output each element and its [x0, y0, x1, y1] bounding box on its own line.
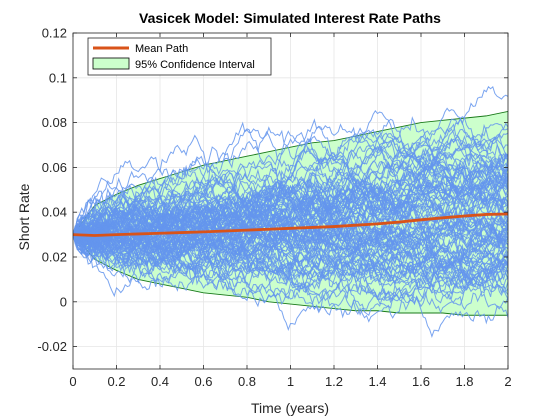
legend-mean-label: Mean Path [135, 43, 188, 55]
x-axis-ticks: 0 0.2 0.4 0.6 0.8 1 1.2 1.4 1.6 1.8 2 [69, 33, 512, 389]
simulated-paths-layer [73, 85, 508, 338]
simulated-path [73, 226, 508, 291]
confidence-lower-edge [73, 234, 508, 316]
simulated-path [73, 128, 508, 241]
x-tick-label: 0.4 [151, 374, 169, 389]
y-tick-label: -0.02 [37, 339, 67, 354]
x-tick-label: 1.2 [325, 374, 343, 389]
simulated-path [73, 159, 508, 266]
x-tick-label: 2 [504, 374, 511, 389]
x-tick-label: 1.8 [455, 374, 473, 389]
legend: Mean Path 95% Confidence Interval [87, 37, 272, 76]
y-tick-label: 0.06 [42, 160, 67, 175]
y-tick-label: 0.08 [42, 115, 67, 130]
y-tick-label: 0.02 [42, 250, 67, 265]
simulated-path [73, 234, 508, 338]
simulated-path [73, 174, 508, 240]
x-axis-label: Time (years) [251, 400, 329, 416]
simulated-path [73, 177, 508, 300]
simulated-path [73, 223, 508, 293]
x-tick-label: 0.2 [107, 374, 125, 389]
simulated-path [73, 219, 508, 300]
simulated-path [73, 154, 508, 256]
y-tick-label: 0.12 [42, 26, 67, 41]
simulated-path [73, 157, 508, 235]
chart-title: Vasicek Model: Simulated Interest Rate P… [139, 10, 441, 26]
y-axis-ticks: -0.02 0 0.02 0.04 0.06 0.08 0.1 0.12 [37, 26, 508, 354]
y-tick-label: 0.04 [42, 205, 67, 220]
simulated-path [73, 212, 508, 276]
y-tick-label: 0.1 [49, 70, 67, 85]
simulated-path [73, 109, 508, 235]
mean-path-layer [73, 212, 508, 237]
legend-ci-swatch [92, 57, 130, 70]
simulated-path [73, 212, 508, 302]
x-tick-label: 1.6 [412, 374, 430, 389]
x-tick-label: 1.4 [368, 374, 386, 389]
simulated-path [73, 190, 508, 250]
x-tick-label: 0 [69, 374, 76, 389]
x-tick-label: 0.6 [194, 374, 212, 389]
simulated-path [73, 176, 508, 274]
confidence-upper-edge [73, 110, 508, 235]
y-tick-label: 0 [60, 294, 67, 309]
simulated-path [73, 176, 508, 249]
x-tick-label: 0.8 [238, 374, 256, 389]
simulated-path [73, 176, 508, 253]
legend-ci-label: 95% Confidence Interval [135, 59, 255, 71]
y-axis-label: Short Rate [16, 183, 32, 250]
mean-path-line [73, 212, 508, 237]
simulated-path [73, 132, 508, 254]
x-tick-label: 1 [287, 374, 294, 389]
simulated-path [73, 122, 508, 241]
